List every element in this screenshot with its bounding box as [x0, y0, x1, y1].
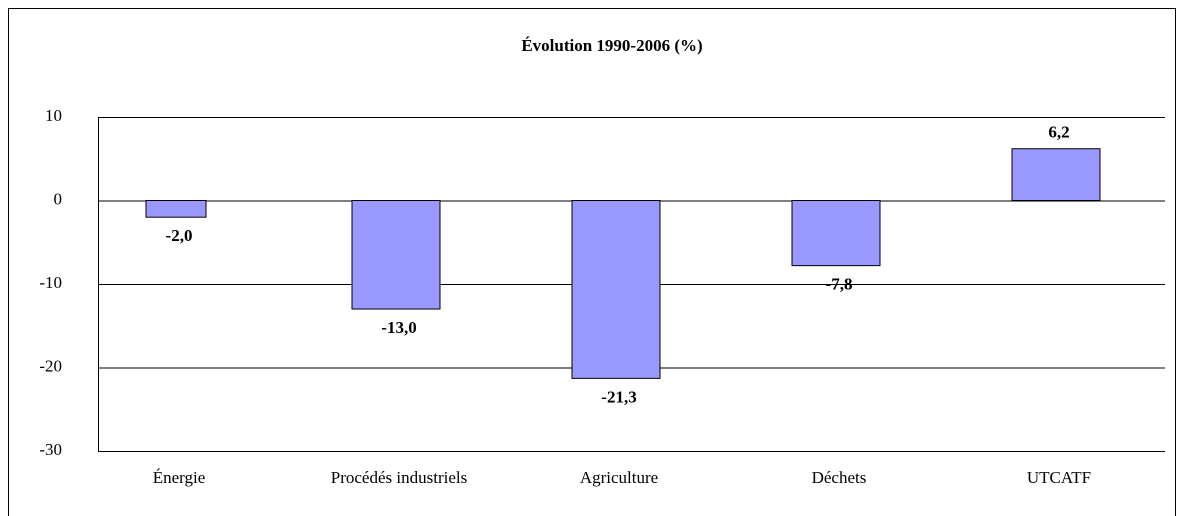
chart-frame: [8, 8, 1176, 516]
x-tick-label: Énergie: [153, 468, 206, 487]
chart-title: Évolution 1990-2006 (%): [521, 36, 702, 55]
data-label: 6,2: [1048, 123, 1069, 142]
data-label: -7,8: [826, 275, 853, 294]
y-tick-label: 0: [54, 189, 63, 208]
bar: [791, 200, 881, 267]
bar: [351, 200, 441, 310]
y-tick-label: 10: [45, 106, 62, 125]
x-tick-label: Agriculture: [580, 468, 658, 487]
x-tick-label: UTCATF: [1027, 468, 1091, 487]
x-tick-label: Déchets: [812, 468, 867, 487]
y-tick-label: -30: [39, 440, 62, 459]
x-tick-label: Procédés industriels: [331, 468, 467, 487]
data-label: -21,3: [601, 387, 636, 406]
y-tick-label: -10: [39, 273, 62, 292]
bar: [1011, 148, 1101, 201]
y-tick-label: -20: [39, 356, 62, 375]
data-label: -13,0: [381, 318, 416, 337]
bar: [145, 200, 207, 218]
bar: [571, 200, 661, 379]
data-label: -2,0: [166, 226, 193, 245]
